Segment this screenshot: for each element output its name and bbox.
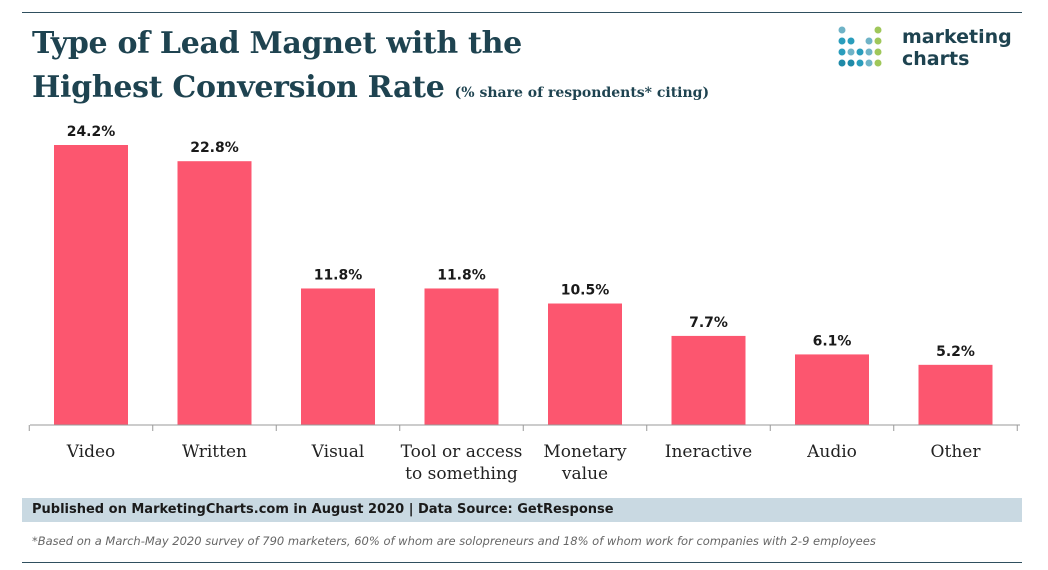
title-line-2: Highest Conversion Rate: [32, 70, 445, 105]
category-label-7: Other: [931, 442, 982, 462]
title-line-1: Type of Lead Magnet with the: [32, 26, 522, 61]
bottom-rule: [22, 562, 1022, 563]
marketingcharts-logo: marketing charts: [836, 24, 1026, 74]
bar-value-label-3: 11.8%: [437, 267, 486, 283]
category-label-4-line-0: Monetary: [543, 442, 627, 462]
bar-0: [54, 145, 128, 425]
category-label-6: Audio: [806, 442, 857, 462]
bar-value-label-1: 22.8%: [190, 140, 239, 156]
bar-value-label-7: 5.2%: [936, 344, 975, 360]
bar-value-label-4: 10.5%: [561, 283, 610, 299]
bar-4: [548, 303, 622, 425]
category-label-1: Written: [182, 442, 247, 462]
bar-2: [301, 288, 375, 425]
bar-3: [424, 288, 499, 425]
source-text: Published on MarketingCharts.com in Augu…: [32, 502, 614, 517]
bar-value-label-5: 7.7%: [689, 315, 728, 331]
category-label-0: Video: [66, 442, 116, 462]
source-bar: Published on MarketingCharts.com in Augu…: [22, 498, 1022, 522]
bar-1: [177, 161, 252, 425]
chart-frame: [22, 12, 1022, 561]
bar-value-label-0: 24.2%: [67, 124, 116, 140]
bar-7: [918, 364, 993, 425]
bar-value-label-6: 6.1%: [813, 333, 852, 349]
footnote: *Based on a March-May 2020 survey of 790…: [32, 534, 876, 548]
logo-text-line1: marketing: [902, 26, 1012, 48]
dots-logo-icon: [838, 26, 882, 67]
category-label-5: Ineractive: [665, 442, 752, 462]
category-label-2: Visual: [311, 442, 365, 462]
chart-title: Type of Lead Magnet with the Highest Con…: [32, 22, 709, 115]
category-label-3-line-1: to something: [405, 464, 518, 484]
bar-5: [671, 335, 746, 425]
bar-value-label-2: 11.8%: [314, 267, 363, 283]
category-label-4-line-1: value: [561, 464, 608, 484]
bar-chart: 24.2% Video 22.8% Written 11.8% Visual 11.8% To…: [28, 124, 1020, 484]
bar-6: [795, 354, 869, 425]
logo-text-line2: charts: [902, 48, 970, 70]
category-label-3-line-0: Tool or access: [401, 442, 523, 462]
chart-subtitle: (% share of respondents* citing): [454, 85, 710, 101]
